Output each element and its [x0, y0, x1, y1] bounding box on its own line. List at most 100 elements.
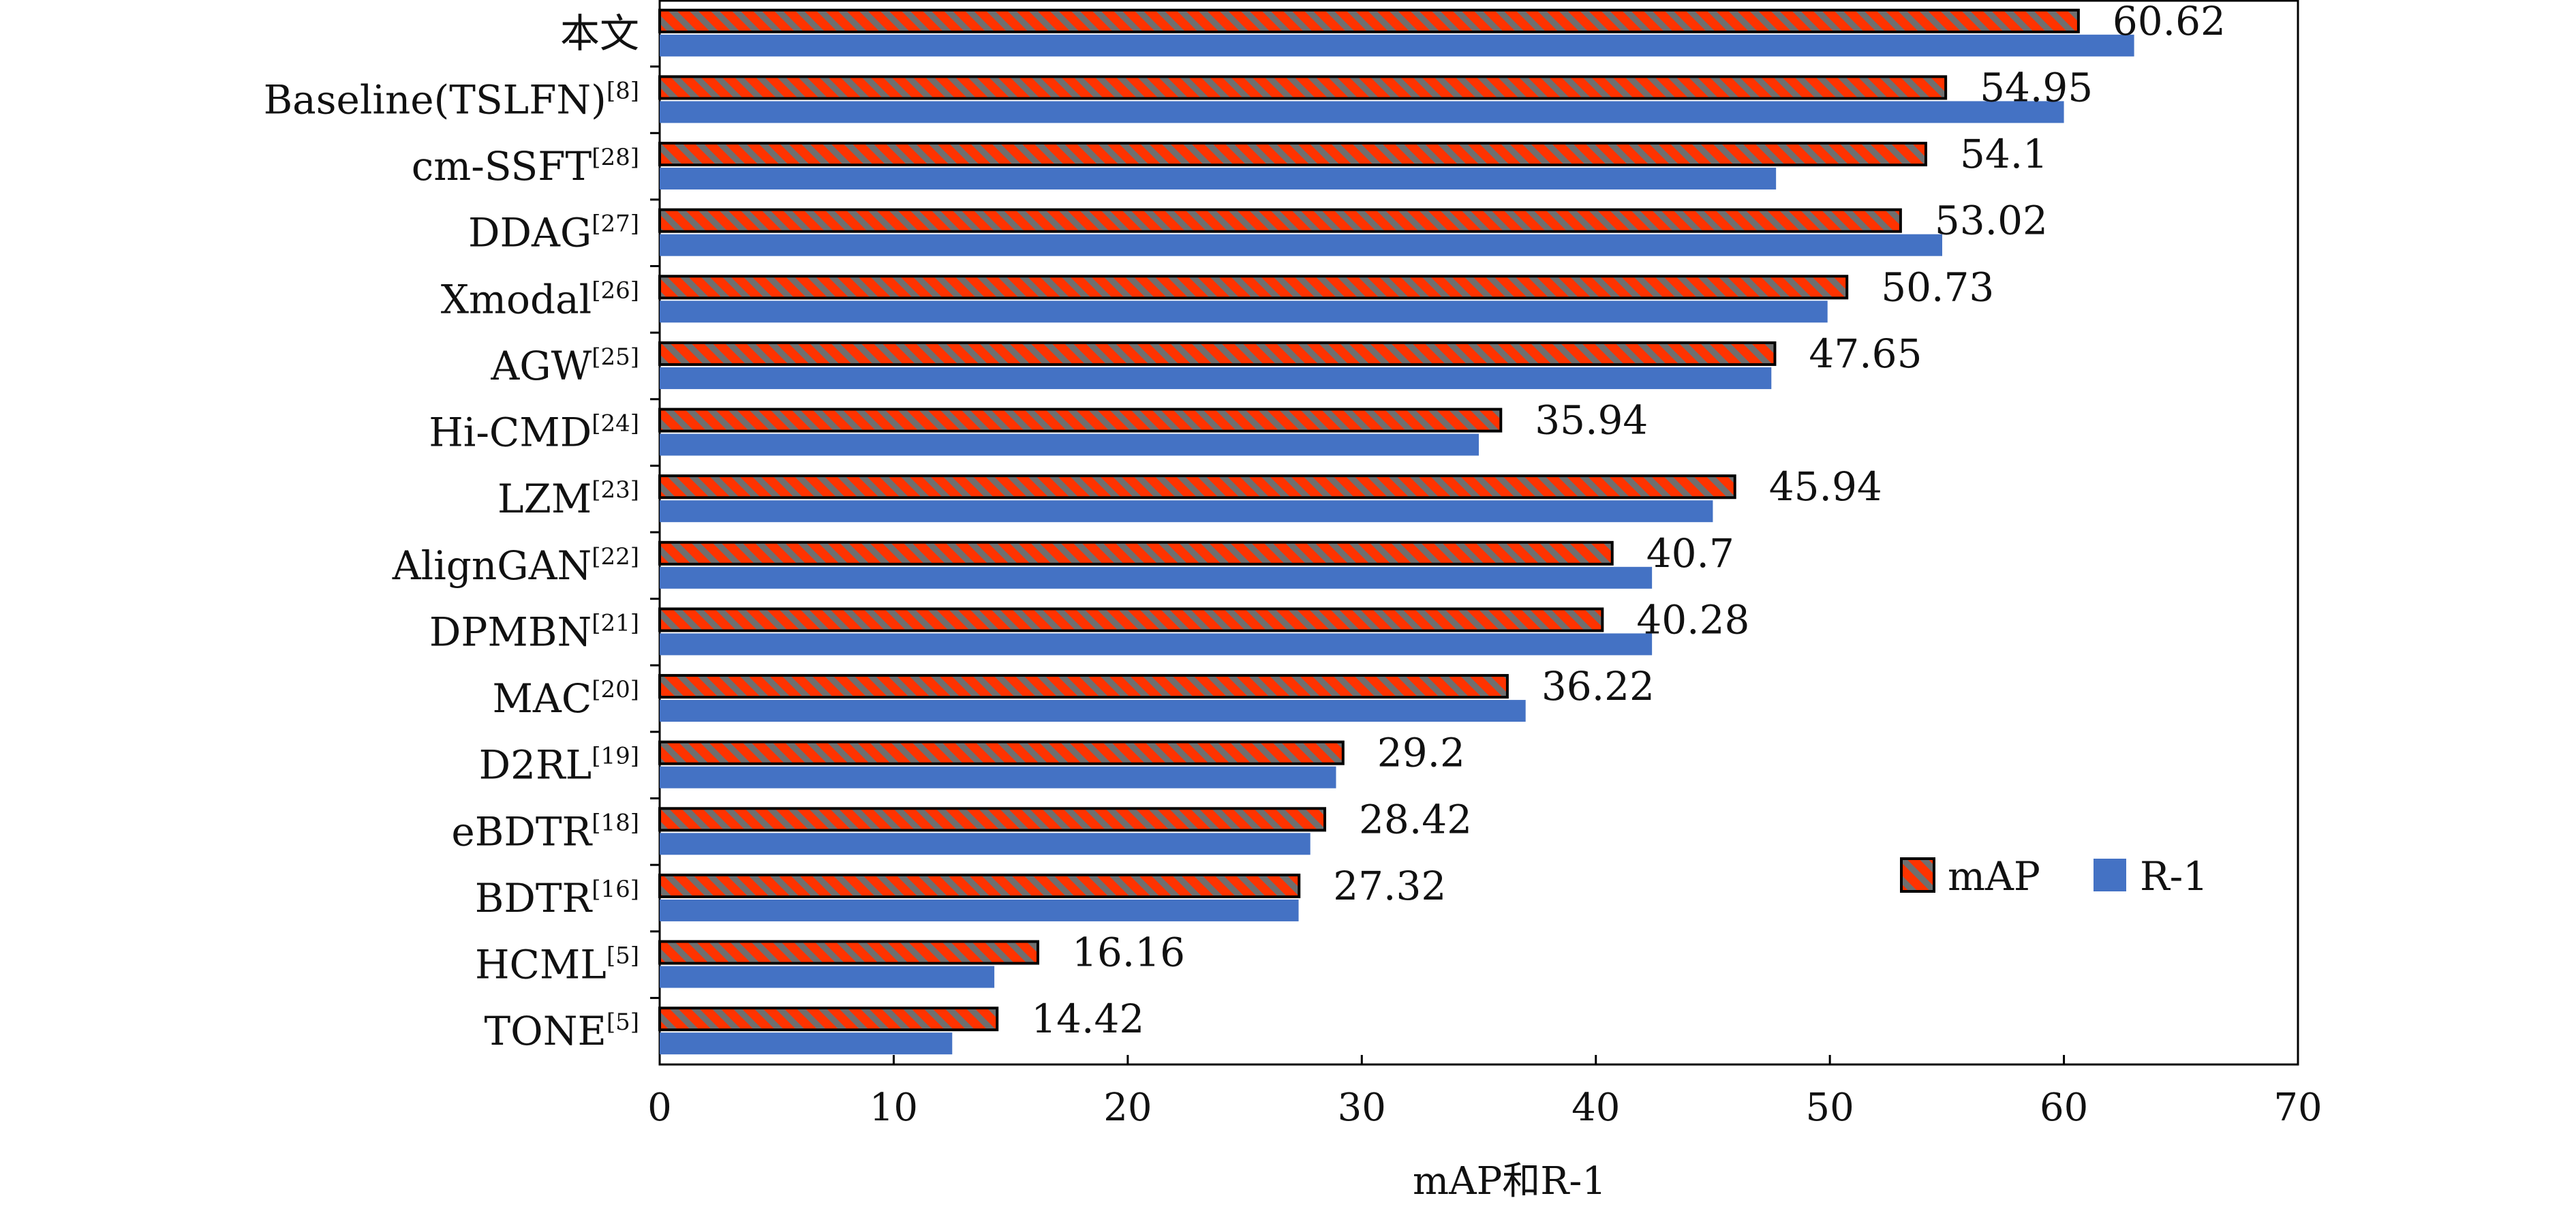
x-tick-label: 0: [647, 1086, 672, 1130]
bar-mAP: [658, 807, 1327, 832]
data-label-mAP: 29.2: [1377, 730, 1465, 776]
y-tick-label-ref: [20]: [592, 676, 639, 703]
data-label-mAP: 60.62: [2113, 0, 2226, 44]
y-tick-label-ref: [26]: [592, 277, 639, 304]
bar-R-1: [660, 1032, 953, 1055]
bar-mAP: [658, 208, 1902, 233]
y-tick-label-ref: [27]: [592, 211, 639, 238]
y-tick-label-ref: [5]: [607, 1009, 639, 1036]
y-tick-label: eBDTR[18]: [451, 808, 639, 855]
data-label-mAP: 27.32: [1333, 863, 1446, 909]
data-label-mAP: 54.1: [1960, 131, 2048, 177]
y-tick-label-text: eBDTR: [451, 808, 593, 855]
legend-label-mAP: mAP: [1948, 853, 2040, 900]
bar-R-1: [660, 566, 1653, 589]
y-tick-label-text: AGW: [490, 343, 592, 389]
y-tick-label-text: Xmodal: [441, 276, 592, 322]
y-tick-label-text: MAC: [493, 675, 592, 722]
bar-mAP: [658, 940, 1039, 965]
y-tick-label-ref: [24]: [592, 410, 639, 438]
bar-mAP: [658, 75, 1948, 100]
y-tick-label-text: DDAG: [468, 210, 592, 256]
legend-swatch-mAP: [1900, 857, 1935, 893]
bar-mAP: [658, 142, 1927, 167]
bar-R-1: [660, 433, 1479, 456]
bar-mAP: [658, 275, 1849, 300]
data-label-mAP: 50.73: [1881, 264, 1994, 310]
x-axis-title: mAP和R-1: [1413, 1159, 1606, 1204]
bar-R-1: [660, 34, 2134, 57]
bar-R-1: [660, 101, 2064, 123]
bar-mAP: [658, 740, 1345, 765]
bar-R-1: [660, 500, 1713, 523]
y-tick-label-ref: [21]: [592, 609, 639, 637]
data-label-mAP: 53.02: [1935, 198, 2048, 244]
y-tick-label: TONE[5]: [485, 1008, 640, 1054]
x-tick-label: 70: [2273, 1086, 2322, 1130]
y-tick-label: 本文: [560, 10, 639, 57]
y-tick-label: AGW[25]: [490, 343, 639, 389]
x-tick-label: 40: [1571, 1086, 1620, 1130]
y-tick-label: HCML[5]: [475, 942, 639, 988]
data-label-mAP: 36.22: [1542, 663, 1655, 709]
data-label-mAP: 47.65: [1809, 331, 1922, 377]
y-tick-label-ref: [16]: [592, 876, 639, 903]
bar-mAP: [658, 8, 2080, 33]
y-tick-label-text: LZM: [497, 476, 592, 522]
y-tick-label: Xmodal[26]: [441, 276, 639, 322]
bar-mAP: [658, 540, 1614, 566]
bar-mAP: [658, 674, 1509, 699]
y-tick-label-text: BDTR: [475, 875, 594, 921]
x-tick-label: 10: [870, 1086, 918, 1130]
y-tick-label-text: cm-SSFT: [412, 143, 592, 189]
plot-area: 本文 Baseline(TSLFN)[8] cm-SSFT[28] DDAG[27] X…: [264, 0, 2322, 1130]
bar-R-1: [660, 833, 1310, 855]
y-tick-label: MAC[20]: [493, 675, 639, 722]
legend-label-R-1: R-1: [2140, 853, 2208, 900]
y-tick-label: Hi-CMD[24]: [429, 410, 639, 456]
bar-mAP: [658, 408, 1503, 433]
y-tick-label-text: Baseline(TSLFN): [264, 76, 607, 123]
data-label-mAP: 28.42: [1359, 796, 1472, 842]
y-tick-label-ref: [23]: [592, 476, 639, 504]
x-tick-label: 20: [1103, 1086, 1152, 1130]
y-tick-label-ref: [19]: [592, 743, 639, 770]
y-tick-label-text: D2RL: [479, 742, 592, 788]
bar-R-1: [660, 234, 1942, 256]
bar-mAP: [658, 873, 1301, 898]
y-tick-label: LZM[23]: [497, 476, 639, 522]
bar-mAP: [658, 341, 1777, 366]
bar-R-1: [660, 766, 1336, 788]
y-tick-label-ref: [22]: [592, 543, 639, 570]
data-label-mAP: 45.94: [1769, 463, 1882, 510]
data-label-mAP: 35.94: [1535, 397, 1648, 444]
y-tick-label-text: DPMBN: [429, 609, 592, 655]
y-tick-label-text: TONE: [485, 1008, 607, 1054]
y-tick-label: D2RL[19]: [479, 742, 639, 788]
y-tick-label-text: HCML: [475, 942, 607, 988]
y-tick-label-ref: [25]: [592, 343, 639, 371]
bar-mAP: [658, 474, 1736, 500]
y-tick-label: BDTR[16]: [475, 875, 639, 921]
y-tick-label-ref: [18]: [592, 809, 639, 836]
data-label-mAP: 40.7: [1646, 530, 1734, 577]
bar-R-1: [660, 633, 1653, 656]
data-label-mAP: 54.95: [1980, 64, 2093, 110]
bar-mAP: [658, 607, 1604, 632]
y-tick-label: DDAG[27]: [468, 210, 639, 256]
y-tick-label-text: AlignGAN: [392, 542, 592, 589]
bar-R-1: [660, 367, 1772, 389]
y-tick-label-text: 本文: [560, 10, 639, 57]
x-tick-label: 60: [2040, 1086, 2088, 1130]
data-label-mAP: 16.16: [1072, 930, 1185, 976]
y-tick-label: cm-SSFT[28]: [412, 143, 639, 189]
bar-R-1: [660, 301, 1828, 323]
y-tick-label-ref: [5]: [607, 942, 639, 970]
bar-mAP: [658, 1007, 999, 1032]
bar-R-1: [660, 899, 1299, 921]
y-tick-label-ref: [28]: [592, 144, 639, 171]
y-tick-label: DPMBN[21]: [429, 609, 639, 655]
x-tick-label: 50: [1806, 1086, 1854, 1130]
